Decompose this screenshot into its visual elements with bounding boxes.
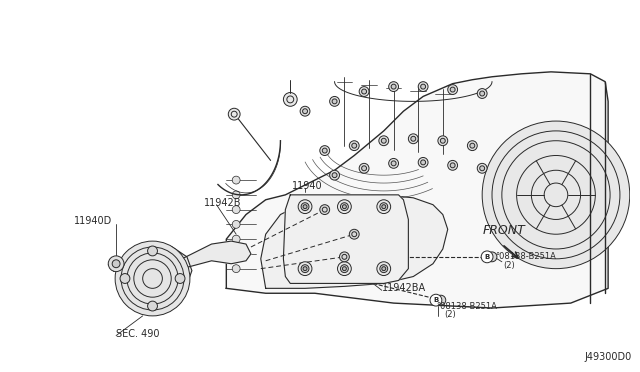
Circle shape [232,221,240,228]
Text: 11940D: 11940D [74,217,112,227]
Text: FRONT: FRONT [482,224,525,237]
Circle shape [377,262,390,276]
Text: (2): (2) [444,310,456,320]
Circle shape [337,262,351,276]
Circle shape [418,82,428,92]
Text: °08138-B251A: °08138-B251A [436,302,497,311]
Circle shape [480,91,484,96]
Circle shape [377,200,390,214]
Circle shape [481,251,493,263]
Circle shape [450,87,455,92]
Circle shape [467,141,477,151]
Circle shape [470,143,475,148]
Circle shape [112,260,120,268]
Circle shape [298,262,312,276]
Circle shape [232,176,240,184]
Circle shape [436,295,445,305]
Circle shape [388,82,399,92]
Text: J49300D0: J49300D0 [584,352,632,362]
Circle shape [332,173,337,178]
Circle shape [115,241,190,316]
Circle shape [340,265,348,273]
Circle shape [232,235,240,243]
Circle shape [440,138,445,143]
Circle shape [175,273,185,283]
Circle shape [303,205,307,209]
Circle shape [148,246,157,256]
Circle shape [359,87,369,96]
Circle shape [477,163,487,173]
Circle shape [391,84,396,89]
Circle shape [330,170,339,180]
Circle shape [349,229,359,239]
Circle shape [232,250,240,258]
Circle shape [382,205,386,209]
Circle shape [380,203,388,211]
Circle shape [391,161,396,166]
Circle shape [298,200,312,214]
Circle shape [330,96,339,106]
Text: 11942BA: 11942BA [382,283,426,294]
Text: SEC. 490: SEC. 490 [116,328,159,339]
Circle shape [482,121,630,269]
Circle shape [148,301,157,311]
Text: 11942B: 11942B [204,198,241,208]
Circle shape [438,136,448,146]
Circle shape [352,143,356,148]
Circle shape [359,163,369,173]
Circle shape [382,267,386,270]
Text: °08138-B251A: °08138-B251A [495,252,556,262]
Circle shape [332,99,337,104]
Circle shape [301,265,309,273]
Polygon shape [260,195,448,288]
Circle shape [303,109,307,114]
Text: B: B [433,297,438,303]
Circle shape [120,273,130,283]
Circle shape [323,148,327,153]
Circle shape [487,252,497,262]
Circle shape [339,252,349,262]
Circle shape [408,134,418,144]
Circle shape [362,166,367,171]
Circle shape [232,191,240,199]
Circle shape [228,108,240,120]
Circle shape [418,157,428,167]
Circle shape [480,166,484,171]
Circle shape [448,85,458,94]
Text: B: B [484,254,490,260]
Circle shape [420,84,426,89]
Circle shape [448,160,458,170]
Circle shape [342,267,346,270]
Circle shape [477,89,487,99]
Circle shape [284,93,297,106]
Circle shape [232,265,240,273]
Circle shape [232,206,240,214]
Circle shape [430,294,442,306]
Circle shape [381,138,386,143]
Text: (2): (2) [503,261,515,270]
Polygon shape [182,241,251,269]
Polygon shape [227,72,608,308]
Circle shape [450,163,455,168]
Circle shape [108,256,124,272]
Circle shape [337,200,351,214]
Circle shape [411,136,416,141]
Circle shape [300,106,310,116]
Circle shape [349,141,359,151]
Circle shape [380,265,388,273]
Polygon shape [284,195,408,283]
Circle shape [362,89,367,94]
Polygon shape [126,244,192,296]
Circle shape [303,267,307,270]
Circle shape [379,136,388,146]
Circle shape [420,160,426,165]
Text: 11940: 11940 [292,181,323,191]
Circle shape [340,203,348,211]
Circle shape [388,158,399,168]
Circle shape [320,205,330,215]
Circle shape [320,146,330,155]
Circle shape [342,205,346,209]
Circle shape [301,203,309,211]
